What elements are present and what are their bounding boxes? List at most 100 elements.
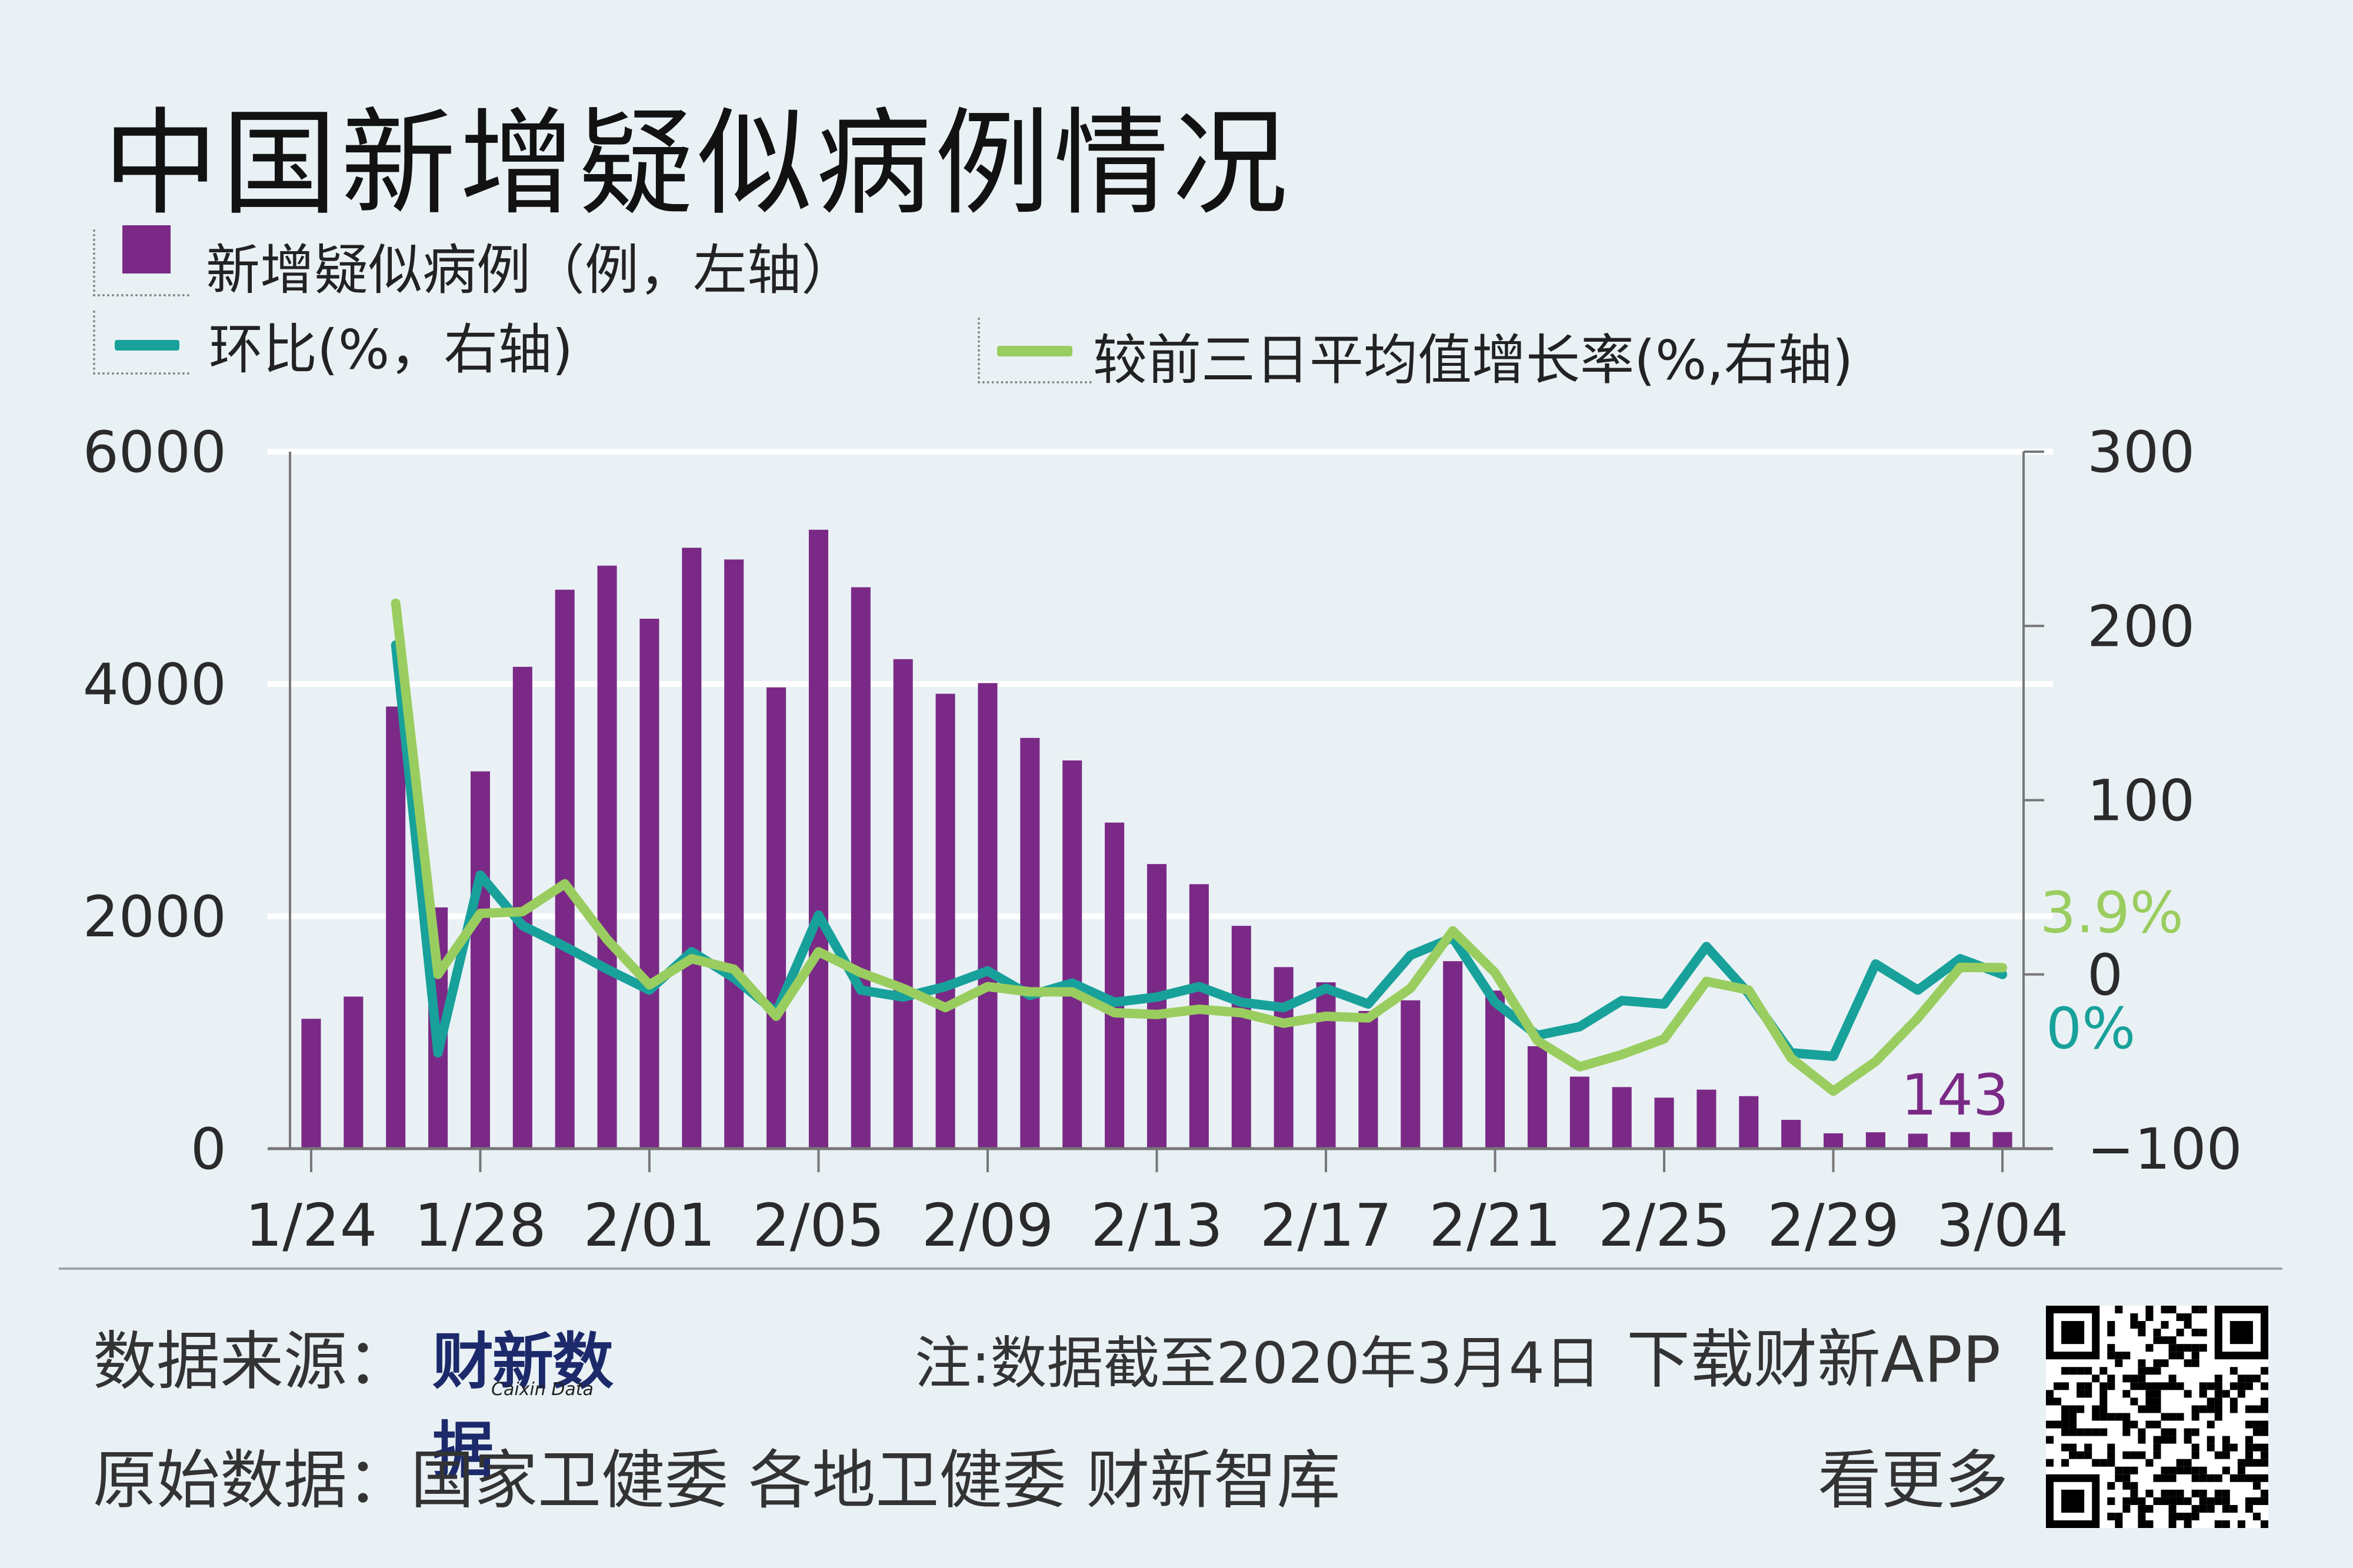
qr-module bbox=[2107, 1344, 2115, 1352]
caixin-data-logo[interactable]: 财新数据 Caixin Data bbox=[432, 1312, 662, 1486]
qr-module bbox=[2222, 1443, 2230, 1452]
qr-module bbox=[2245, 1474, 2253, 1482]
qr-module bbox=[2145, 1390, 2154, 1398]
x-tick-label: 2/25 bbox=[1598, 1191, 1731, 1260]
qr-module bbox=[2138, 1367, 2146, 1375]
qr-module bbox=[2184, 1466, 2192, 1474]
qr-module bbox=[2207, 1497, 2215, 1505]
see-more-text[interactable]: 看更多 bbox=[1818, 1444, 2009, 1517]
qr-module bbox=[2260, 1489, 2268, 1497]
bar bbox=[1865, 1132, 1885, 1149]
x-tick-label: 2/17 bbox=[1260, 1191, 1392, 1260]
qr-module bbox=[2260, 1405, 2268, 1413]
legend-line1-swatch bbox=[115, 340, 179, 351]
qr-finder bbox=[2061, 1489, 2085, 1513]
qr-module bbox=[2107, 1352, 2115, 1360]
qr-module bbox=[2153, 1336, 2161, 1345]
qr-module bbox=[2245, 1405, 2253, 1413]
qr-module bbox=[2168, 1436, 2177, 1444]
qr-module bbox=[2168, 1474, 2177, 1482]
annotation-3day-last: 3.9% bbox=[2040, 880, 2184, 946]
legend-line1-item: 环比(%，右轴) bbox=[209, 306, 573, 384]
qr-module bbox=[2176, 1459, 2184, 1467]
bar bbox=[1231, 926, 1251, 1149]
qr-module bbox=[2222, 1436, 2230, 1444]
qr-module bbox=[2069, 1428, 2077, 1436]
qr-module bbox=[2061, 1428, 2069, 1436]
qr-module bbox=[2245, 1420, 2253, 1429]
qr-module bbox=[2122, 1413, 2131, 1421]
qr-module bbox=[2260, 1397, 2268, 1406]
qr-module bbox=[2176, 1313, 2184, 1322]
y-left-tick-label: 2000 bbox=[83, 884, 226, 950]
qr-module bbox=[2191, 1451, 2199, 1459]
qr-module bbox=[2122, 1504, 2131, 1513]
qr-module bbox=[2161, 1359, 2169, 1367]
qr-module bbox=[2069, 1367, 2077, 1375]
qr-module bbox=[2199, 1466, 2207, 1474]
x-tick-label: 1/28 bbox=[414, 1191, 546, 1260]
qr-module bbox=[2252, 1474, 2261, 1482]
qr-module bbox=[2161, 1497, 2169, 1505]
source-label: 数据来源： bbox=[93, 1325, 411, 1399]
bar bbox=[386, 706, 406, 1149]
qr-module bbox=[2122, 1482, 2131, 1490]
download-app-text[interactable]: 下载财新APP bbox=[1627, 1323, 2001, 1397]
qr-module bbox=[2245, 1451, 2253, 1459]
legend-line1-frame bbox=[93, 311, 189, 375]
qr-module bbox=[2199, 1382, 2207, 1390]
legend-line2-item: 较前三日平均值增长率(%,右轴) bbox=[1093, 316, 1853, 395]
bar bbox=[344, 996, 364, 1149]
qr-module bbox=[2168, 1306, 2177, 1314]
qr-code-icon[interactable] bbox=[2046, 1306, 2268, 1528]
qr-module bbox=[2245, 1436, 2253, 1444]
bar bbox=[1950, 1132, 1970, 1149]
qr-module bbox=[2107, 1329, 2115, 1337]
qr-module bbox=[2199, 1390, 2207, 1398]
qr-module bbox=[2115, 1520, 2123, 1528]
qr-module bbox=[2252, 1497, 2261, 1505]
qr-module bbox=[2199, 1344, 2207, 1352]
qr-module bbox=[2153, 1382, 2161, 1390]
bar bbox=[1739, 1096, 1759, 1149]
qr-module bbox=[2084, 1428, 2092, 1436]
qr-module bbox=[2168, 1428, 2177, 1436]
qr-module bbox=[2092, 1405, 2100, 1413]
qr-module bbox=[2153, 1405, 2161, 1413]
qr-module bbox=[2260, 1382, 2268, 1390]
bar bbox=[1824, 1133, 1844, 1149]
qr-module bbox=[2176, 1352, 2184, 1360]
qr-module bbox=[2207, 1443, 2215, 1452]
qr-module bbox=[2191, 1344, 2199, 1352]
qr-module bbox=[2214, 1390, 2222, 1398]
footer-divider bbox=[59, 1267, 2282, 1270]
qr-module bbox=[2214, 1520, 2222, 1528]
qr-module bbox=[2069, 1413, 2077, 1421]
qr-module bbox=[2199, 1405, 2207, 1413]
qr-module bbox=[2138, 1504, 2146, 1513]
y-right-tick-label: 300 bbox=[2087, 419, 2195, 485]
qr-module bbox=[2153, 1436, 2161, 1444]
qr-module bbox=[2252, 1405, 2261, 1413]
qr-module bbox=[2191, 1474, 2199, 1482]
qr-module bbox=[2229, 1397, 2238, 1406]
bar bbox=[1781, 1120, 1801, 1149]
qr-module bbox=[2084, 1390, 2092, 1398]
qr-module bbox=[2153, 1443, 2161, 1452]
qr-module bbox=[2214, 1397, 2222, 1406]
qr-module bbox=[2229, 1443, 2238, 1452]
qr-module bbox=[2069, 1405, 2077, 1413]
qr-module bbox=[2252, 1482, 2261, 1490]
legend-bar-item: 新增疑似病例（例，左轴） bbox=[206, 226, 855, 305]
bar bbox=[1189, 884, 1209, 1149]
qr-module bbox=[2138, 1382, 2146, 1390]
qr-module bbox=[2061, 1459, 2069, 1467]
qr-module bbox=[2260, 1497, 2268, 1505]
qr-module bbox=[2176, 1497, 2184, 1505]
qr-module bbox=[2168, 1413, 2177, 1421]
qr-module bbox=[2191, 1352, 2199, 1360]
qr-module bbox=[2092, 1459, 2100, 1467]
qr-module bbox=[2260, 1420, 2268, 1429]
bar bbox=[1443, 961, 1463, 1149]
qr-module bbox=[2184, 1321, 2192, 1329]
